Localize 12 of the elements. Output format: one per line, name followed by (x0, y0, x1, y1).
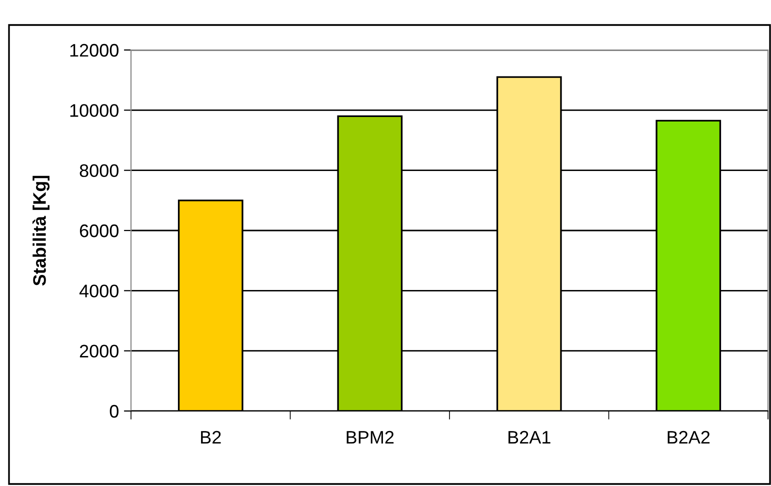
y-tick-label: 10000 (70, 104, 118, 117)
y-tick-label: 0 (110, 404, 118, 418)
x-tick-label: B2A1 (508, 430, 550, 444)
y-tick-label: 2000 (80, 344, 118, 358)
x-tick-label: BPM2 (346, 430, 394, 444)
y-tick-label: 4000 (79, 284, 118, 298)
x-tick-label: B2A2 (668, 430, 710, 444)
y-tick-label: 8000 (80, 164, 118, 178)
y-tick-label: 12000 (70, 44, 118, 57)
y-tick-label: 6000 (80, 224, 118, 238)
x-tick-label: B2 (201, 430, 221, 444)
y-axis-title: Stabilità [Kg] (32, 176, 50, 286)
